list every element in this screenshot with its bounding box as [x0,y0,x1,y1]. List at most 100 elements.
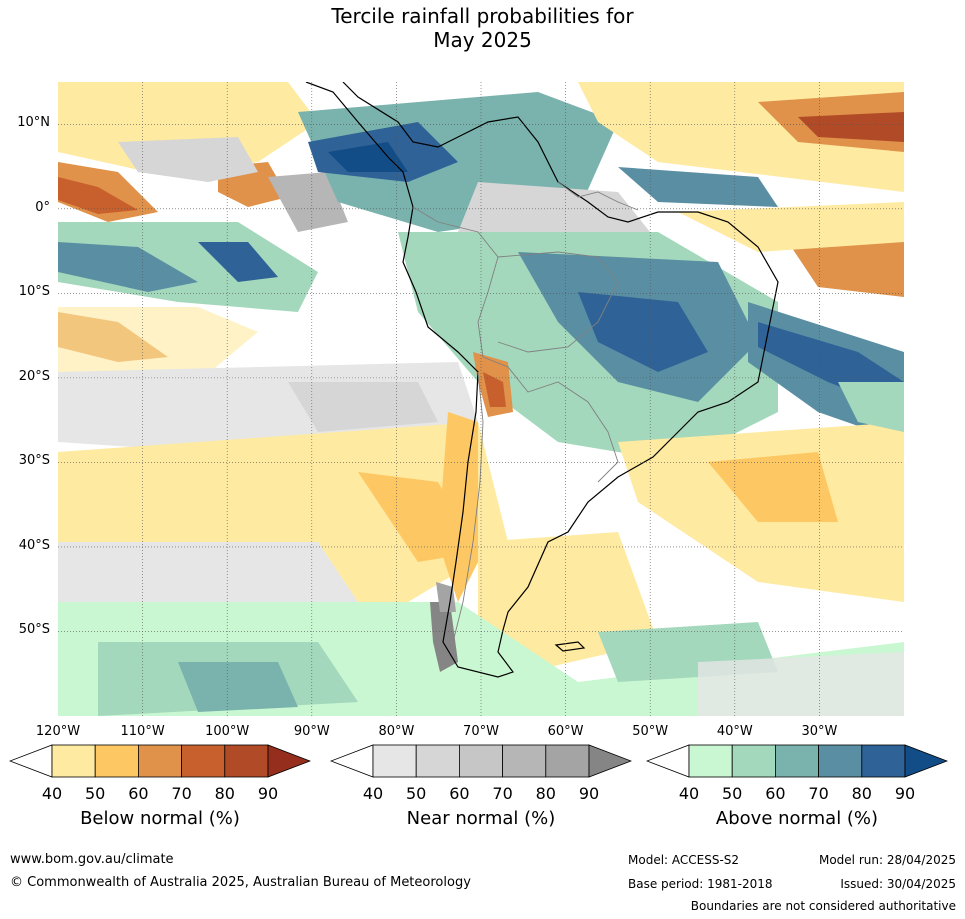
colorbar-segment [415,744,460,778]
above-normal-region [198,242,278,282]
longitude-label: 110°W [120,724,165,739]
coastline [305,82,779,678]
colorbar-tick-label: 90 [578,784,600,803]
colorbar-tick-label: 40 [41,784,63,803]
model-name: Model: ACCESS-S2 [628,853,740,867]
longitude-label: 90°W [293,724,330,739]
colorbar-segment [731,744,776,778]
colorbar-tick-label: 70 [492,784,513,803]
colorbar-low-extension [330,744,374,778]
colorbar-high-extension [267,744,311,778]
latitude-label: 50°S [18,622,50,638]
above-normal-region [328,142,408,172]
map-title: Tercile rainfall probabilities for May 2… [0,4,965,52]
near-normal-region [436,582,456,612]
colorbar-tick-label: 70 [808,784,829,803]
above-normal-region [178,662,298,712]
colorbar-high-extension [588,744,632,778]
below-normal-title: Below normal (%) [80,808,240,829]
longitude-label: 40°W [716,724,753,739]
colorbar-tick-label: 60 [128,784,149,803]
colorbar-segment [818,744,863,778]
longitude-label: 100°W [205,724,250,739]
longitude-label: 80°W [378,724,415,739]
above-normal-region [58,242,198,292]
model-run-date: Model run: 28/04/2025 [818,853,956,867]
near-normal-region [268,172,348,232]
colorbar-segment [224,744,269,778]
country-borders [412,181,639,643]
colorbar-tick-label: 50 [722,784,743,803]
colorbar-segment [458,744,503,778]
colorbar-segment [502,744,547,778]
colorbar-segment [545,744,590,778]
above-normal-region [618,167,778,207]
longitude-label: 60°W [547,724,584,739]
border-line [497,251,619,353]
copyright-text: © Commonwealth of Australia 2025, Austra… [10,875,471,890]
colorbar-segment [774,744,819,778]
colorbar-tick-label: 50 [85,784,106,803]
longitude-label: 120°W [35,724,81,739]
probability-fields [58,82,904,716]
latitude-label: 40°S [18,537,50,553]
colorbar-tick-label: 70 [171,784,192,803]
boundary-disclaimer: Boundaries are not considered authoritat… [690,899,956,913]
colorbar-tick-label: 50 [406,784,427,803]
above-normal-title: Above normal (%) [715,808,879,829]
colorbar-low-extension [646,744,690,778]
colorbar-segment [51,744,96,778]
below-normal-region [788,232,904,297]
base-period: Base period: 1981-2018 [628,877,773,891]
website-link[interactable]: www.bom.gov.au/climate [10,852,174,867]
latitude-label: 10°S [18,284,50,300]
longitude-label: 70°W [463,724,499,739]
latitude-label: 30°S [18,453,50,469]
colorbar-segment [372,744,417,778]
colorbar-high-extension [904,744,948,778]
above-normal-region [838,382,904,432]
below-normal-region [798,112,904,142]
colorbar-segment [861,744,906,778]
colorbar-tick-label: 40 [362,784,384,803]
colorbar-tick-label: 60 [765,784,786,803]
above-normal-region [58,222,318,312]
issued-date: Issued: 30/04/2025 [840,877,956,891]
border-line [557,181,639,211]
colorbar-low-extension [9,744,53,778]
near-normal-region [698,652,904,716]
near-normal-colorbar [330,744,632,778]
colorbar-tick-label: 90 [257,784,279,803]
longitude-label: 30°W [801,724,838,739]
colorbar-tick-label: 80 [851,784,872,803]
below-normal-region [483,372,506,407]
title-line-1: Tercile rainfall probabilities for [331,4,634,28]
below-normal-region [708,452,838,522]
colorbar-tick-label: 40 [678,784,700,803]
latitude-label: 20°S [18,368,50,384]
above-normal-region [578,292,708,372]
south-america-coastline [305,82,779,678]
above-normal-colorbar [646,744,948,778]
colorbar-tick-label: 80 [535,784,556,803]
near-normal-region [288,382,438,432]
rainfall-probability-map [58,82,904,716]
latitude-label: 0° [35,199,50,215]
colorbar-segment [94,744,139,778]
border-line [452,371,484,643]
near-normal-title: Near normal (%) [406,808,556,829]
border-line [482,356,619,483]
near-normal-region [118,137,258,182]
longitude-label: 50°W [632,724,669,739]
colorbar-tick-label: 60 [449,784,470,803]
colorbar-segment [137,744,182,778]
gridlines [58,82,904,716]
colorbar-tick-label: 80 [214,784,235,803]
colorbar-tick-label: 90 [894,784,916,803]
title-line-2: May 2025 [433,28,532,52]
below-normal-colorbar [9,744,311,778]
falkland-islands [554,641,586,652]
below-normal-region [58,177,138,214]
colorbar-segment [181,744,226,778]
colorbar-segment [688,744,733,778]
